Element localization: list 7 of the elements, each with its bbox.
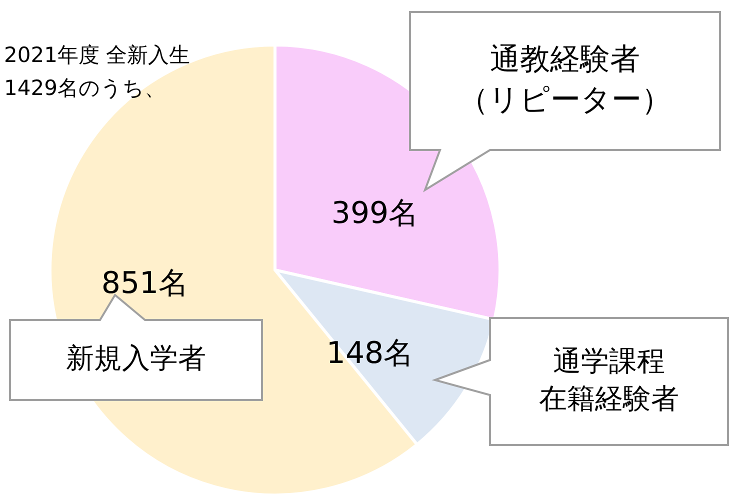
data-label: 851名 — [101, 266, 189, 302]
data-label: 148名 — [326, 336, 414, 372]
slice-label: 新規入学者 — [66, 342, 206, 375]
data-label: 399名 — [331, 196, 419, 232]
slice-label: 通学課程在籍経験者 — [539, 344, 679, 416]
slice-label: 通教経験者（リピーター） — [458, 42, 672, 118]
text: 2021年度 全新入生 1429名のうち、 — [4, 43, 190, 100]
